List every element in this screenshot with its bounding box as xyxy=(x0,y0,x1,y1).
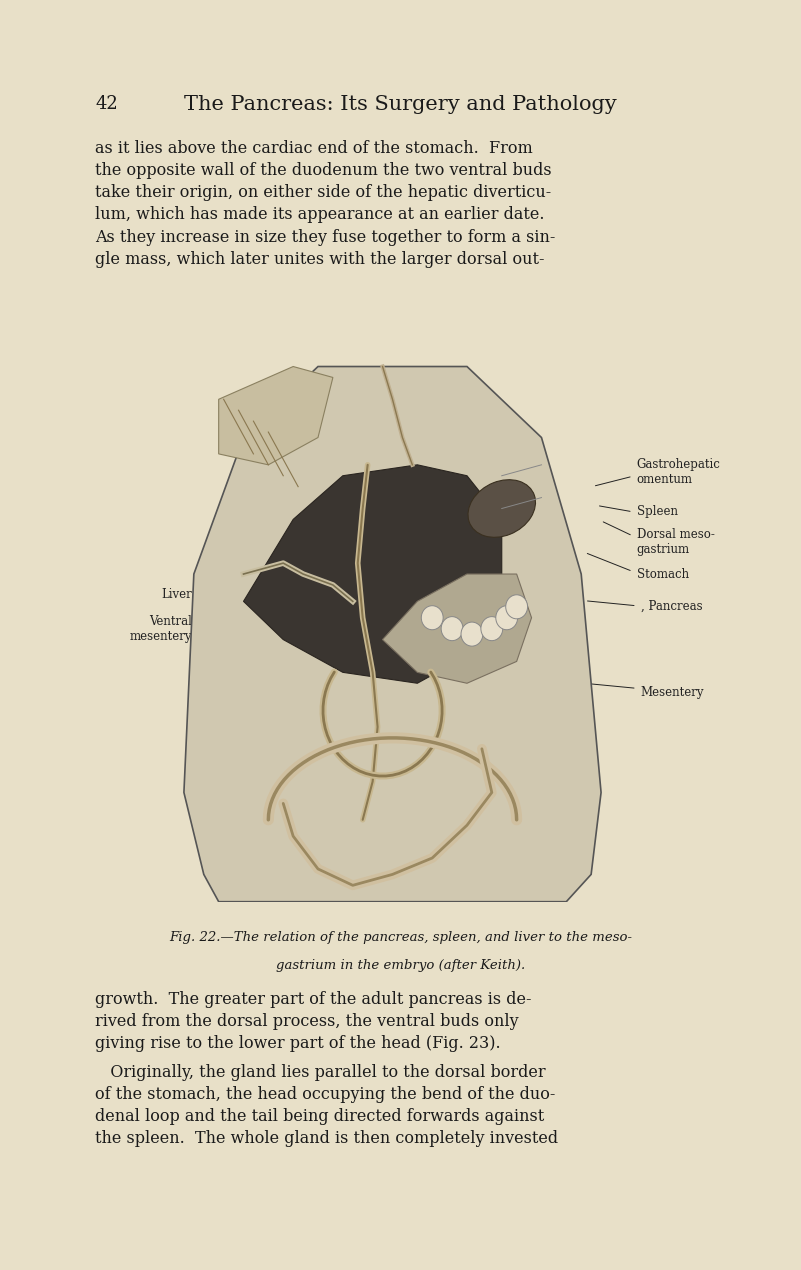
Polygon shape xyxy=(244,465,501,683)
Circle shape xyxy=(461,622,483,646)
Polygon shape xyxy=(383,574,532,683)
Text: of the stomach, the head occupying the bend of the duo-: of the stomach, the head occupying the b… xyxy=(95,1086,555,1102)
Text: 42: 42 xyxy=(95,95,118,113)
Text: Fig. 22.—The relation of the pancreas, spleen, and liver to the meso-: Fig. 22.—The relation of the pancreas, s… xyxy=(169,931,632,944)
Text: Mesentery: Mesentery xyxy=(641,686,704,699)
Text: Liver: Liver xyxy=(162,588,192,601)
Text: take their origin, on either side of the hepatic diverticu-: take their origin, on either side of the… xyxy=(95,184,551,201)
Text: , Pancreas: , Pancreas xyxy=(641,599,702,612)
Text: Ventral
mesentery: Ventral mesentery xyxy=(130,615,192,643)
Text: the spleen.  The whole gland is then completely invested: the spleen. The whole gland is then comp… xyxy=(95,1130,558,1147)
Text: gastrium in the embryo (after Keith).: gastrium in the embryo (after Keith). xyxy=(276,959,525,972)
Text: Dorsal meso-
gastrium: Dorsal meso- gastrium xyxy=(637,528,714,556)
Circle shape xyxy=(481,617,503,640)
Text: rived from the dorsal process, the ventral buds only: rived from the dorsal process, the ventr… xyxy=(95,1013,518,1030)
Text: lum, which has made its appearance at an earlier date.: lum, which has made its appearance at an… xyxy=(95,206,545,224)
Text: growth.  The greater part of the adult pancreas is de-: growth. The greater part of the adult pa… xyxy=(95,991,532,1007)
Text: denal loop and the tail being directed forwards against: denal loop and the tail being directed f… xyxy=(95,1107,544,1125)
Text: Originally, the gland lies parallel to the dorsal border: Originally, the gland lies parallel to t… xyxy=(95,1064,545,1081)
Text: Spleen: Spleen xyxy=(637,505,678,518)
Circle shape xyxy=(441,617,463,640)
Ellipse shape xyxy=(468,480,536,537)
Text: giving rise to the lower part of the head (Fig. 23).: giving rise to the lower part of the hea… xyxy=(95,1035,501,1052)
Text: the opposite wall of the duodenum the two ventral buds: the opposite wall of the duodenum the tw… xyxy=(95,161,552,179)
Circle shape xyxy=(421,606,443,630)
Polygon shape xyxy=(184,367,601,902)
Circle shape xyxy=(496,606,517,630)
Text: Gastrohepatic
omentum: Gastrohepatic omentum xyxy=(637,458,721,486)
Text: as it lies above the cardiac end of the stomach.  From: as it lies above the cardiac end of the … xyxy=(95,140,533,156)
Text: Stomach: Stomach xyxy=(637,568,689,580)
Text: As they increase in size they fuse together to form a sin-: As they increase in size they fuse toget… xyxy=(95,229,555,245)
Text: gle mass, which later unites with the larger dorsal out-: gle mass, which later unites with the la… xyxy=(95,251,545,268)
Circle shape xyxy=(505,594,528,618)
Text: The Pancreas: Its Surgery and Pathology: The Pancreas: Its Surgery and Pathology xyxy=(184,95,617,114)
Polygon shape xyxy=(219,367,333,465)
